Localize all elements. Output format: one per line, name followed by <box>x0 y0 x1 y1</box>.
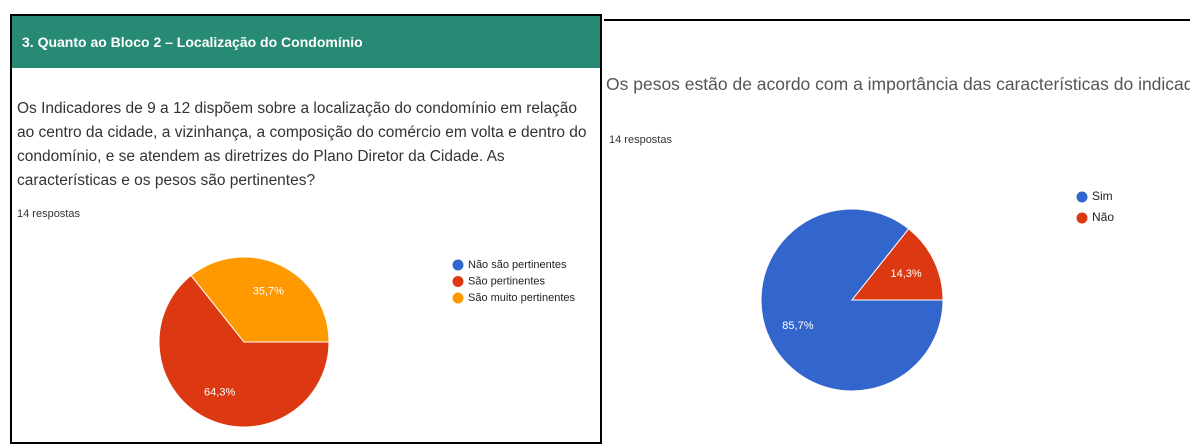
chart-title: Os Indicadores de 9 a 12 dispõem sobre a… <box>17 100 587 189</box>
pie-slice <box>158 274 330 428</box>
charts: 64,3% 35,7% Não são pertinentes São pertine… <box>158 189 1114 428</box>
pie-slice <box>190 256 330 343</box>
panel-border <box>604 19 1190 21</box>
chart-subtitle: 14 respostas <box>17 208 80 220</box>
legend-label: São muito pertinentes <box>468 292 576 304</box>
slice-label: 85,7% <box>782 320 813 332</box>
legend-swatch <box>452 259 464 271</box>
slice-label: 35,7% <box>253 285 284 297</box>
legend-swatch <box>452 292 464 304</box>
chart-title: Os pesos estão de acordo com a importânc… <box>606 74 1190 94</box>
page: 3. Quanto ao Bloco 2 – Localização do Co… <box>10 14 1190 444</box>
legend-label: Sim <box>1092 189 1113 203</box>
legend-swatch <box>1076 191 1088 203</box>
legend-label: Não são pertinentes <box>468 259 567 271</box>
legend-label: São pertinentes <box>468 275 546 287</box>
section-title: 3. Quanto ao Bloco 2 – Localização do Co… <box>22 34 363 50</box>
pie-slice <box>850 228 944 301</box>
section-header <box>12 16 600 68</box>
slice-label: 64,3% <box>204 386 235 398</box>
legend-label: Não <box>1092 210 1114 224</box>
legend-swatch <box>452 276 464 287</box>
slice-label: 14,3% <box>890 268 921 280</box>
chart-subtitle: 14 respostas <box>609 134 672 146</box>
legend-swatch <box>1076 212 1088 224</box>
